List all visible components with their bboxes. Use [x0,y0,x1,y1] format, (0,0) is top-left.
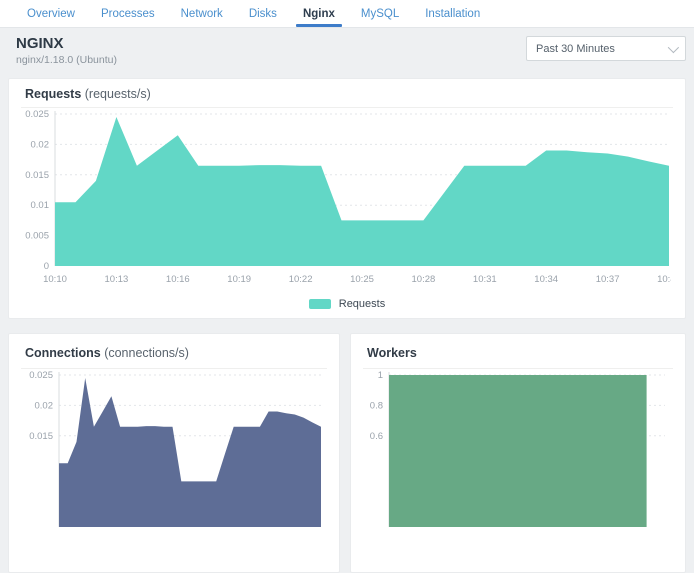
svg-text:0.005: 0.005 [25,231,49,242]
tab-bar: Overview Processes Network Disks Nginx M… [0,0,694,28]
svg-text:10:34: 10:34 [534,274,558,285]
svg-text:10:10: 10:10 [43,274,67,285]
page-header-text: NGINX nginx/1.18.0 (Ubuntu) [16,35,117,66]
svg-text:0.01: 0.01 [31,200,50,211]
requests-legend-swatch [308,298,331,309]
requests-card: Requests (requests/s) 0.025 0.02 0.015 0.01… [8,78,686,319]
svg-text:1: 1 [378,370,383,381]
time-range-value: Past 30 Minutes [536,42,615,55]
workers-card: Workers 1 0.8 0.6 [350,333,686,573]
connections-card: Connections (connections/s) 0.025 0.02 0.0… [8,333,340,573]
svg-text:10:40: 10:40 [657,274,671,285]
connections-unit-text: (connections/s) [104,346,189,360]
svg-text:10:28: 10:28 [412,274,436,285]
svg-text:0.8: 0.8 [370,400,383,411]
requests-chart-title: Requests (requests/s) [25,87,669,101]
page-header: NGINX nginx/1.18.0 (Ubuntu) Past 30 Minu… [0,28,694,78]
connections-chart-title: Connections (connections/s) [25,346,323,360]
tab-processes[interactable]: Processes [100,7,155,20]
svg-text:0: 0 [44,261,49,272]
tab-nginx[interactable]: Nginx [295,0,342,27]
tab-overview[interactable]: Overview [27,7,75,20]
svg-text:0.015: 0.015 [25,170,49,181]
requests-legend-label: Requests [338,297,386,310]
connections-area-chart[interactable]: 0.025 0.02 0.015 [25,369,325,553]
connections-title-text: Connections [25,346,101,360]
tab-network[interactable]: Network [180,7,223,20]
svg-text:0.6: 0.6 [370,431,383,442]
svg-text:10:25: 10:25 [350,274,374,285]
workers-area-chart[interactable]: 1 0.8 0.6 [367,369,671,553]
svg-text:0.02: 0.02 [31,139,50,150]
workers-chart-title: Workers [367,346,669,360]
svg-text:10:19: 10:19 [227,274,251,285]
tab-installation[interactable]: Installation [425,7,481,20]
workers-title-text: Workers [367,346,417,360]
bottom-charts-row: Connections (connections/s) 0.025 0.02 0.0… [0,333,694,573]
requests-area-chart[interactable]: 0.025 0.02 0.015 0.01 0.005 0 10:10 10:13 10:16 1… [25,108,681,292]
page-title: NGINX [16,35,64,52]
svg-text:0.02: 0.02 [35,400,54,411]
svg-text:10:22: 10:22 [289,274,313,285]
svg-text:10:37: 10:37 [596,274,620,285]
divider [21,368,327,369]
chevron-down-icon [667,41,680,53]
svg-text:0.025: 0.025 [29,370,53,381]
divider [363,368,673,369]
svg-text:0.025: 0.025 [25,109,49,120]
svg-text:10:31: 10:31 [473,274,497,285]
divider [21,107,673,108]
requests-unit-text: (requests/s) [84,87,151,101]
server-version: nginx/1.18.0 (Ubuntu) [16,54,117,66]
svg-text:10:13: 10:13 [105,274,129,285]
tab-disks[interactable]: Disks [248,7,277,20]
svg-text:0.015: 0.015 [29,431,53,442]
requests-legend[interactable]: Requests [25,297,669,310]
requests-title-text: Requests [25,87,82,101]
tab-mysql[interactable]: MySQL [360,7,400,20]
svg-text:10:16: 10:16 [166,274,190,285]
time-range-select[interactable]: Past 30 Minutes [526,36,686,61]
